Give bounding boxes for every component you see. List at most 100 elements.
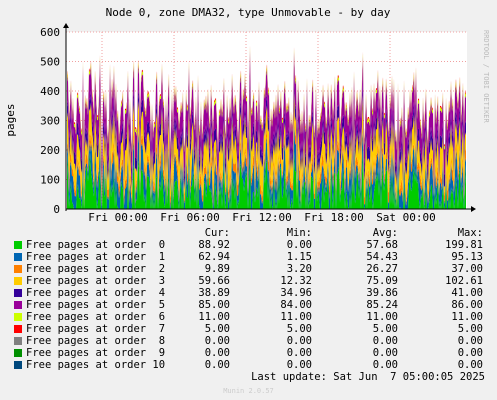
legend-swatch bbox=[14, 313, 22, 321]
legend-row: Free pages at order 6 11.00 11.00 11.00 11.0… bbox=[14, 311, 494, 323]
header-cur: Cur: bbox=[204, 227, 230, 239]
stacked-areas bbox=[67, 45, 466, 209]
legend-avg: 5.00 bbox=[372, 323, 398, 335]
area-series-5 bbox=[67, 50, 466, 193]
legend-row: Free pages at order 3 59.66 12.32 75.09 102.… bbox=[14, 275, 494, 287]
y-tick-label: 100 bbox=[40, 174, 60, 187]
legend-max: 0.00 bbox=[457, 347, 483, 359]
legend-swatch bbox=[14, 289, 22, 297]
legend-min: 5.00 bbox=[286, 323, 312, 335]
area-series-2 bbox=[67, 118, 466, 209]
legend-max: 86.00 bbox=[451, 299, 483, 311]
legend-max: 95.13 bbox=[451, 251, 483, 263]
chart-title: Node 0, zone DMA32, type Unmovable - by … bbox=[106, 6, 391, 19]
legend-cur: 59.66 bbox=[198, 275, 230, 287]
y-tick-label: 0 bbox=[53, 203, 60, 216]
legend-header: Cur: Min: Avg: Max: bbox=[0, 227, 497, 239]
legend-row: Free pages at order 9 0.00 0.00 0.00 0.00 bbox=[14, 347, 494, 359]
legend-cur: 9.89 bbox=[204, 263, 230, 275]
legend-cur: 0.00 bbox=[204, 347, 230, 359]
legend-cur: 0.00 bbox=[204, 335, 230, 347]
legend-swatch bbox=[14, 325, 22, 333]
legend-label: Free pages at order 3 bbox=[26, 275, 166, 287]
legend-row: Free pages at order 5 85.00 84.00 85.24 86.0… bbox=[14, 299, 494, 311]
legend-max: 102.61 bbox=[445, 275, 483, 287]
legend-avg: 54.43 bbox=[366, 251, 398, 263]
legend-max: 199.81 bbox=[445, 239, 483, 251]
last-update: Last update: Sat Jun 7 05:00:05 2025 bbox=[251, 371, 485, 383]
legend-min: 11.00 bbox=[280, 311, 312, 323]
legend-max: 0.00 bbox=[457, 335, 483, 347]
legend-min: 84.00 bbox=[280, 299, 312, 311]
y-axis-arrow bbox=[63, 23, 69, 28]
legend-label: Free pages at order 9 bbox=[26, 347, 166, 359]
x-tick-label: Fri 00:00 bbox=[88, 211, 148, 224]
legend-avg: 75.09 bbox=[366, 275, 398, 287]
rrdtool-label: RRDTOOL / TOBI OETIKER bbox=[482, 30, 490, 124]
legend-swatch bbox=[14, 301, 22, 309]
legend-avg: 26.27 bbox=[366, 263, 398, 275]
legend-max: 41.00 bbox=[451, 287, 483, 299]
legend-cur: 62.94 bbox=[198, 251, 230, 263]
legend-min: 1.15 bbox=[286, 251, 312, 263]
legend-swatch bbox=[14, 349, 22, 357]
legend-row: Free pages at order 7 5.00 5.00 5.00 5.00 bbox=[14, 323, 494, 335]
legend-max: 0.00 bbox=[457, 359, 483, 371]
header-min: Min: bbox=[286, 227, 312, 239]
x-tick-label: Fri 18:00 bbox=[304, 211, 364, 224]
legend-label: Free pages at order 0 bbox=[26, 239, 166, 251]
legend-label: Free pages at order 10 bbox=[26, 359, 166, 371]
x-tick-label: Fri 12:00 bbox=[232, 211, 292, 224]
legend-label: Free pages at order 6 bbox=[26, 311, 166, 323]
legend-cur: 85.00 bbox=[198, 299, 230, 311]
legend-avg: 57.68 bbox=[366, 239, 398, 251]
legend-cur: 0.00 bbox=[204, 359, 230, 371]
legend-max: 5.00 bbox=[457, 323, 483, 335]
legend-row: Free pages at order 10 0.00 0.00 0.00 0.00 bbox=[14, 359, 494, 371]
legend-min: 0.00 bbox=[286, 239, 312, 251]
footer: Munin 2.0.57 bbox=[223, 387, 274, 395]
legend-row: Free pages at order 2 9.89 3.20 26.27 37.00 bbox=[14, 263, 494, 275]
legend-max: 11.00 bbox=[451, 311, 483, 323]
header-avg: Avg: bbox=[372, 227, 398, 239]
header-max: Max: bbox=[457, 227, 483, 239]
legend-label: Free pages at order 2 bbox=[26, 263, 166, 275]
legend-swatch bbox=[14, 361, 22, 369]
y-axis-label: pages bbox=[4, 103, 17, 136]
y-tick-label: 400 bbox=[40, 85, 60, 98]
legend-cur: 38.89 bbox=[198, 287, 230, 299]
legend-min: 0.00 bbox=[286, 347, 312, 359]
axes: 0 100 200 300 400 500 600 Fri 00:00 Fri 06:00 Fri… bbox=[40, 23, 476, 224]
legend-min: 12.32 bbox=[280, 275, 312, 287]
y-tick-label: 600 bbox=[40, 26, 60, 39]
legend-avg: 0.00 bbox=[372, 335, 398, 347]
legend-avg: 0.00 bbox=[372, 347, 398, 359]
y-tick-label: 300 bbox=[40, 115, 60, 128]
area-series-0 bbox=[67, 150, 466, 209]
x-axis-arrow bbox=[471, 206, 476, 212]
legend-min: 0.00 bbox=[286, 335, 312, 347]
area-series-1 bbox=[67, 123, 466, 209]
legend-cur: 11.00 bbox=[198, 311, 230, 323]
legend-swatch bbox=[14, 241, 22, 249]
legend-swatch bbox=[14, 253, 22, 261]
legend-cur: 5.00 bbox=[204, 323, 230, 335]
legend-row: Free pages at order 4 38.89 34.96 39.86 41.0… bbox=[14, 287, 494, 299]
area-series-4 bbox=[67, 75, 466, 203]
x-tick-label: Sat 00:00 bbox=[376, 211, 436, 224]
legend-cur: 88.92 bbox=[198, 239, 230, 251]
legend-row: Free pages at order 8 0.00 0.00 0.00 0.00 bbox=[14, 335, 494, 347]
y-tick-label: 500 bbox=[40, 56, 60, 69]
x-tick-label: Fri 06:00 bbox=[160, 211, 220, 224]
legend-max: 37.00 bbox=[451, 263, 483, 275]
legend-avg: 39.86 bbox=[366, 287, 398, 299]
legend-row: Free pages at order 1 62.94 1.15 54.43 95.13 bbox=[14, 251, 494, 263]
legend-label: Free pages at order 8 bbox=[26, 335, 166, 347]
legend-label: Free pages at order 7 bbox=[26, 323, 166, 335]
area-series-6 bbox=[67, 47, 466, 168]
legend-swatch bbox=[14, 265, 22, 273]
legend-min: 34.96 bbox=[280, 287, 312, 299]
legend-label: Free pages at order 5 bbox=[26, 299, 166, 311]
legend-swatch bbox=[14, 337, 22, 345]
